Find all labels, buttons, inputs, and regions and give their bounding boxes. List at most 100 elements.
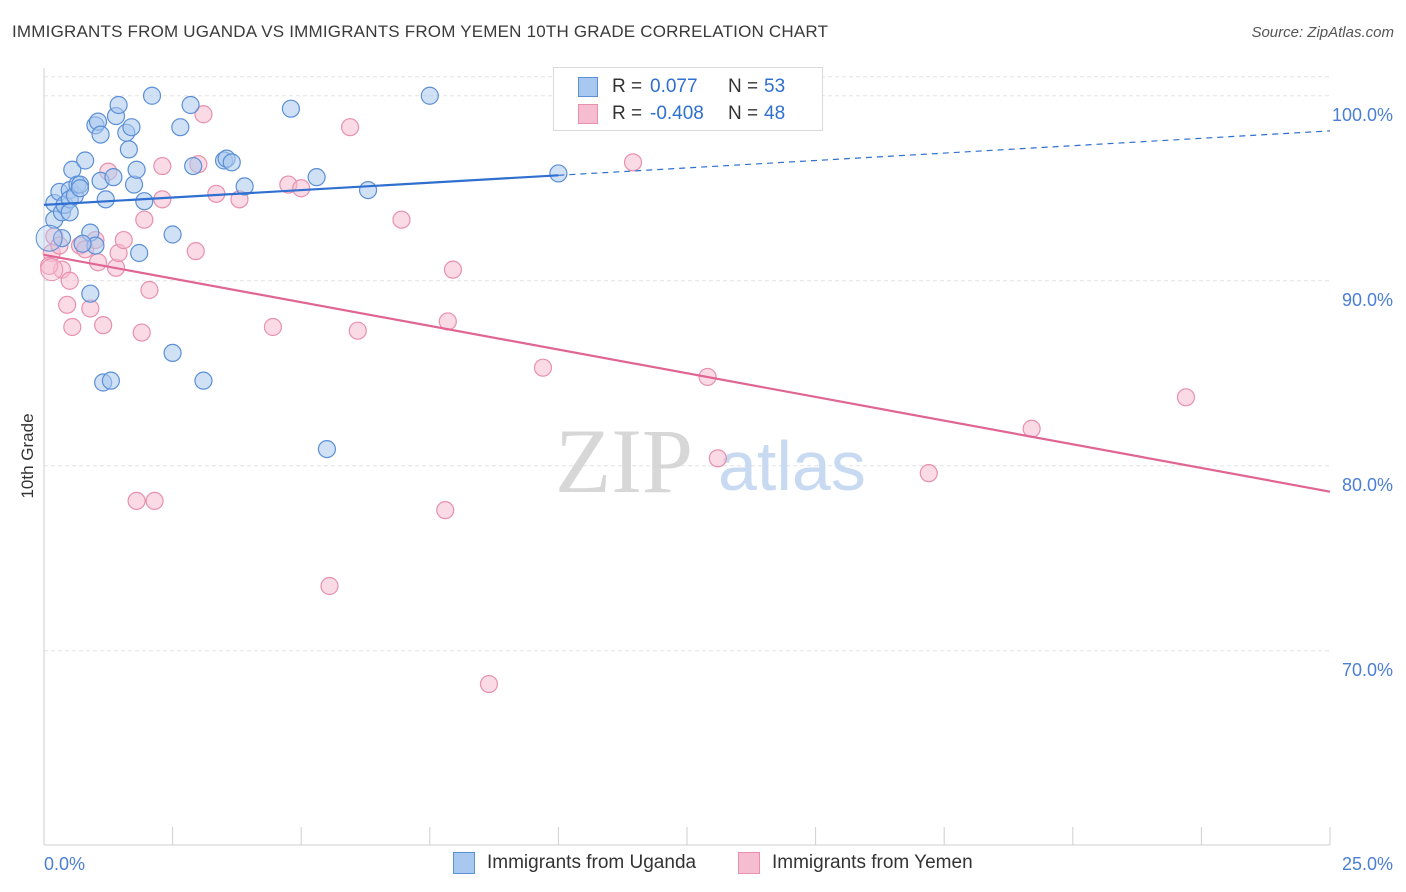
- uganda-point: [307, 168, 326, 187]
- yemen-point: [63, 317, 82, 337]
- source-credit: Source: ZipAtlas.com: [1251, 24, 1394, 41]
- x-tick-label-end: 25.0%: [1342, 854, 1393, 874]
- yemen-point: [348, 321, 367, 340]
- uganda-point: [96, 190, 115, 209]
- yemen-point: [1176, 388, 1196, 407]
- uganda-point: [70, 179, 90, 198]
- uganda-point: [163, 225, 182, 244]
- uganda-point: [142, 86, 162, 105]
- r-value: -0.408: [650, 103, 704, 124]
- yemen-point: [292, 179, 311, 198]
- yemen-point: [127, 491, 146, 510]
- uganda-point: [130, 243, 149, 263]
- yemen-point: [153, 156, 172, 176]
- uganda-trendline: [43, 174, 559, 206]
- uganda-point: [222, 153, 241, 172]
- watermark: ZIP atlas: [555, 410, 866, 512]
- legend-item-uganda[interactable]: Immigrants from Uganda: [453, 852, 696, 874]
- watermark-atlas: atlas: [718, 427, 866, 505]
- stats-row-uganda: R = 0.077 N = 53: [578, 75, 785, 99]
- uganda-point: [163, 343, 182, 362]
- yemen-point: [132, 323, 151, 342]
- uganda-trendline-extension: [558, 130, 1331, 176]
- uganda-point: [184, 156, 203, 176]
- yemen-point: [58, 295, 77, 314]
- y-axis-label: 10th Grade: [18, 413, 37, 499]
- uganda-point: [73, 234, 92, 253]
- y-tick-label: 100.0%: [1332, 105, 1393, 125]
- x-tick-label-start: 0.0%: [44, 854, 85, 874]
- uganda-point: [317, 440, 337, 459]
- n-value: 53: [764, 76, 786, 97]
- uganda-point: [60, 203, 79, 222]
- yemen-point: [140, 280, 159, 300]
- uganda-swatch: [578, 77, 598, 97]
- yemen-point: [443, 260, 463, 279]
- uganda-point: [91, 125, 110, 144]
- uganda-legend-swatch: [453, 852, 475, 874]
- uganda-point: [76, 151, 95, 170]
- uganda-legend-label: Immigrants from Uganda: [487, 852, 697, 873]
- uganda-point: [420, 86, 439, 105]
- stats-legend: R = 0.077 N = 53 R = -0.408 N = 48: [553, 67, 823, 131]
- yemen-point: [392, 210, 411, 229]
- yemen-point: [60, 271, 79, 290]
- uganda-point: [122, 118, 141, 137]
- yemen-point: [436, 501, 455, 520]
- yemen-trendline: [43, 253, 1331, 493]
- uganda-point: [235, 177, 254, 196]
- yemen-point: [40, 256, 59, 276]
- stats-row-yemen: R = -0.408 N = 48: [578, 102, 785, 126]
- yemen-point-large: [40, 258, 64, 282]
- uganda-point: [135, 192, 154, 211]
- yemen-point: [919, 464, 938, 483]
- r-label: R =: [612, 103, 643, 124]
- n-label: N =: [728, 103, 759, 124]
- uganda-points: [35, 86, 568, 459]
- yemen-point: [708, 449, 727, 468]
- uganda-point: [119, 140, 138, 159]
- uganda-point: [549, 164, 568, 183]
- yemen-point: [320, 576, 339, 596]
- y-tick-label: 80.0%: [1342, 475, 1393, 495]
- uganda-point: [109, 95, 128, 115]
- yemen-point: [186, 242, 205, 261]
- trendlines: [43, 130, 1331, 493]
- uganda-point: [181, 95, 200, 115]
- uganda-point: [358, 181, 378, 200]
- uganda-point: [194, 371, 213, 390]
- legend-item-yemen[interactable]: Immigrants from Yemen: [738, 852, 973, 874]
- uganda-point: [124, 175, 144, 194]
- yemen-point: [479, 674, 499, 694]
- yemen-point: [135, 210, 154, 229]
- yemen-point: [263, 317, 283, 337]
- uganda-point: [171, 118, 190, 137]
- tick-labels: 70.0% 80.0% 90.0% 100.0% 0.0% 25.0%: [44, 105, 1393, 874]
- chart-title: IMMIGRANTS FROM UGANDA VS IMMIGRANTS FRO…: [12, 22, 829, 41]
- axes: [43, 68, 1331, 846]
- yemen-point: [94, 316, 113, 335]
- yemen-swatch: [578, 104, 598, 124]
- yemen-legend-swatch: [738, 852, 760, 874]
- yemen-points: [40, 105, 1196, 694]
- uganda-point-large: [35, 224, 63, 252]
- yemen-legend-label: Immigrants from Yemen: [772, 852, 973, 873]
- uganda-point: [81, 284, 100, 303]
- y-tick-label: 70.0%: [1342, 660, 1393, 680]
- y-tick-label: 90.0%: [1342, 290, 1393, 310]
- yemen-point: [114, 230, 133, 250]
- n-label: N =: [728, 76, 759, 97]
- uganda-point: [281, 99, 301, 118]
- yemen-point: [145, 491, 164, 510]
- yemen-point: [88, 253, 108, 272]
- r-label: R =: [612, 76, 643, 97]
- watermark-zip: ZIP: [555, 410, 693, 512]
- uganda-point: [104, 168, 123, 187]
- r-value: 0.077: [650, 76, 698, 97]
- yemen-point: [533, 358, 553, 377]
- n-value: 48: [764, 103, 786, 124]
- yemen-point: [194, 105, 213, 124]
- yemen-point: [340, 118, 360, 137]
- yemen-point: [623, 153, 643, 172]
